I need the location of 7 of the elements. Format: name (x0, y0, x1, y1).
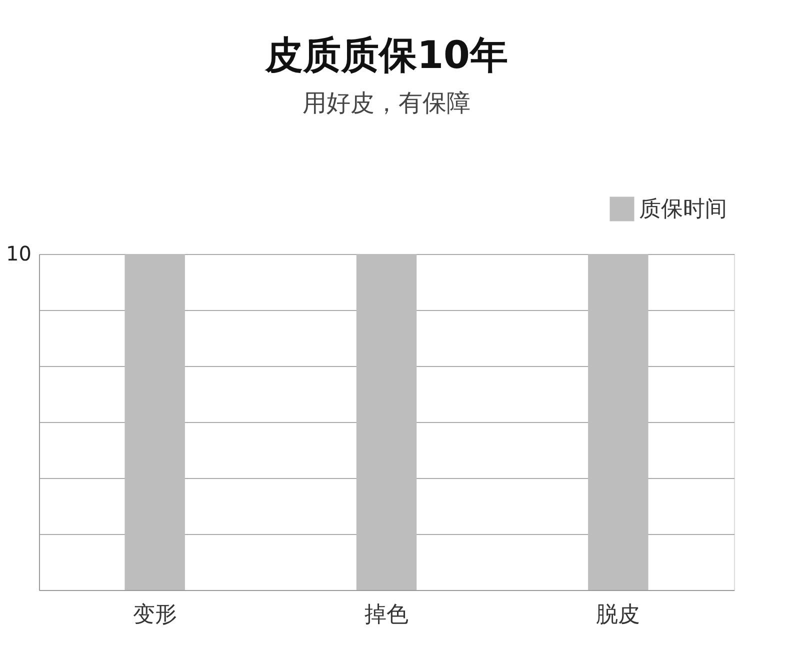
chart-subtitle: 用好皮，有保障 (302, 89, 470, 117)
x-tick-label: 脱皮 (596, 602, 640, 628)
chart-title: 皮质质保10年 (264, 33, 508, 77)
text: 10 (6, 242, 32, 266)
x-tick-label: 变形 (132, 602, 177, 628)
x-tick-label: 掉色 (364, 602, 408, 628)
legend-label: 质保时间 (639, 197, 727, 222)
